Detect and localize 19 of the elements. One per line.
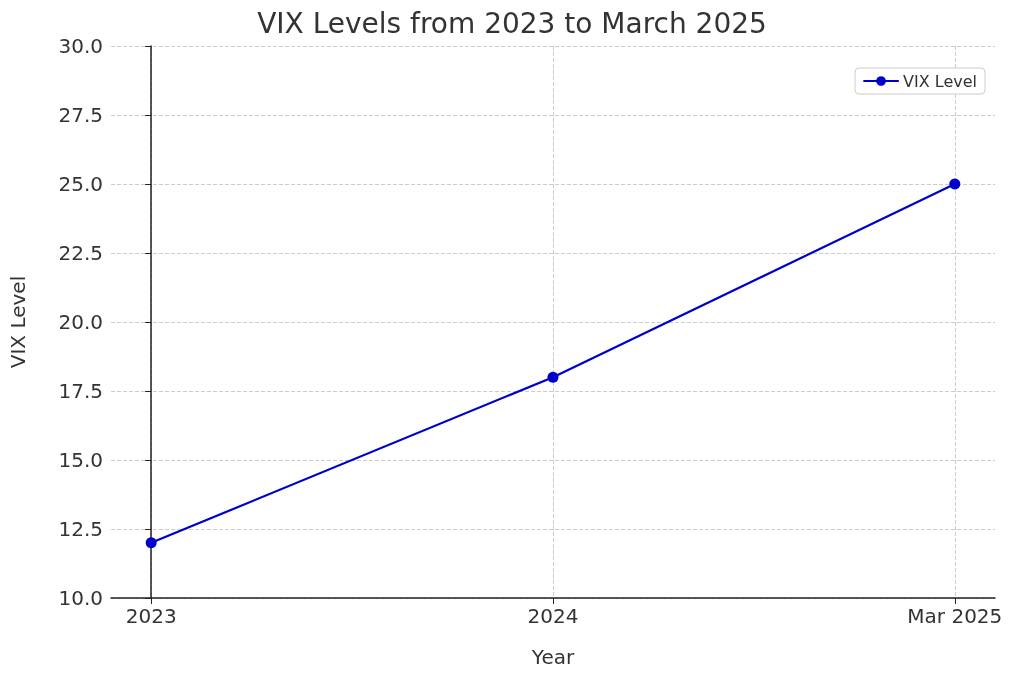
y-tick-label: 30.0 — [58, 34, 103, 58]
y-tick-label: 17.5 — [58, 379, 103, 403]
y-tick-label: 20.0 — [58, 310, 103, 334]
chart-title: VIX Levels from 2023 to March 2025 — [257, 6, 767, 40]
point — [547, 371, 559, 383]
x-tick-label: Mar 2025 — [907, 604, 1003, 628]
y-tick-label: 27.5 — [58, 103, 103, 127]
legend-label: VIX Level — [903, 71, 978, 91]
point — [949, 178, 961, 190]
y-tick-label: 12.5 — [58, 517, 103, 541]
x-tick-label: 2024 — [527, 604, 579, 628]
x-axis-title: Year — [530, 645, 575, 669]
y-tick-label: 25.0 — [58, 172, 103, 196]
y-axis-title: VIX Level — [6, 275, 30, 369]
point — [145, 537, 157, 549]
y-tick-label: 15.0 — [58, 448, 103, 472]
y-tick-label: 10.0 — [58, 586, 103, 610]
y-tick-label: 22.5 — [58, 241, 103, 265]
x-tick-label: 2023 — [125, 604, 177, 628]
